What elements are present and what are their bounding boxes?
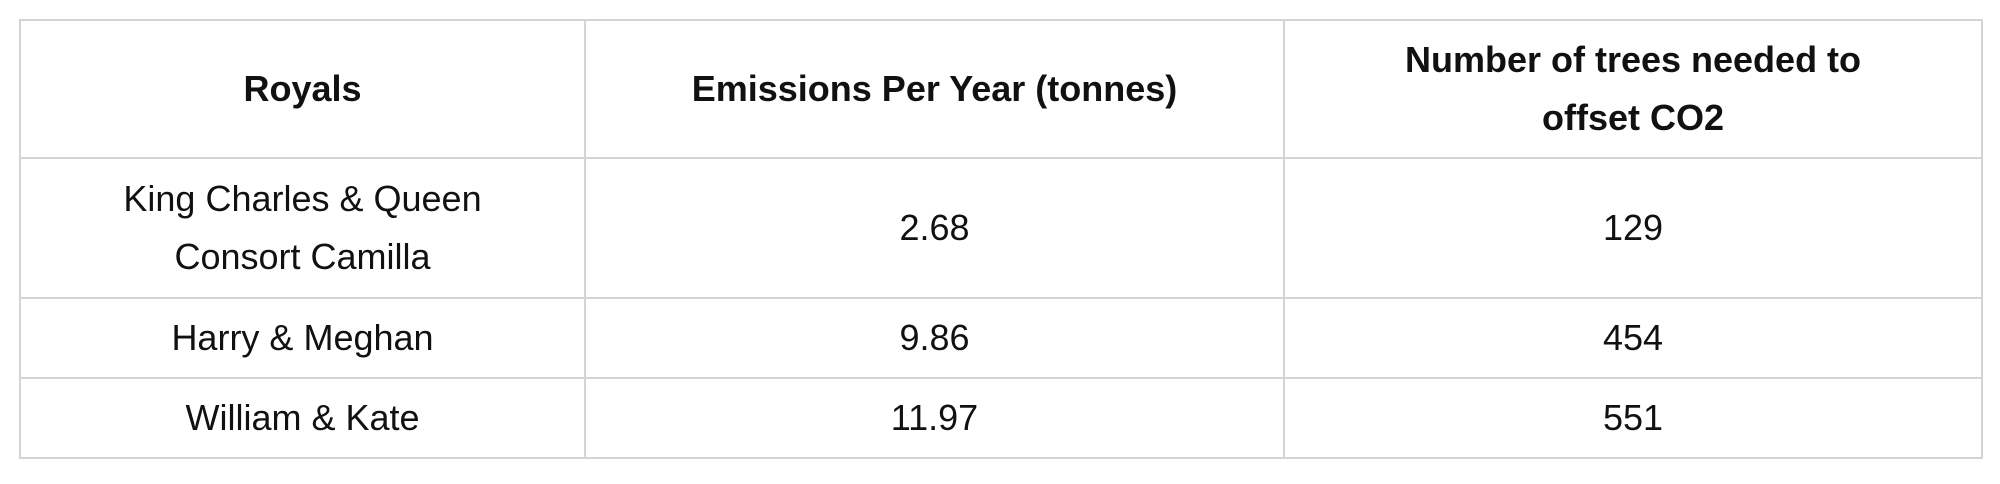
cell: 454: [1283, 297, 1983, 379]
cell: 2.68: [584, 157, 1285, 299]
cell: Harry & Meghan: [19, 297, 586, 379]
cell: 551: [1283, 377, 1983, 459]
row: Harry & Meghan 9.86 454: [19, 297, 1983, 379]
cell: William & Kate: [19, 377, 586, 459]
row: King Charles & Queen Consort Camilla 2.6…: [19, 157, 1983, 299]
header-cell: Emissions Per Year (tonnes): [584, 19, 1285, 159]
cell: 129: [1283, 157, 1983, 299]
header-row: Royals Emissions Per Year (tonnes) Numbe…: [19, 19, 1983, 159]
cell: 9.86: [584, 297, 1285, 379]
emissions-table: Royals Emissions Per Year (tonnes) Numbe…: [19, 19, 1983, 459]
header-cell: Number of trees needed to offset CO2: [1283, 19, 1983, 159]
row: William & Kate 11.97 551: [19, 377, 1983, 459]
header-cell: Royals: [19, 19, 586, 159]
cell: 11.97: [584, 377, 1285, 459]
cell: King Charles & Queen Consort Camilla: [19, 157, 586, 299]
